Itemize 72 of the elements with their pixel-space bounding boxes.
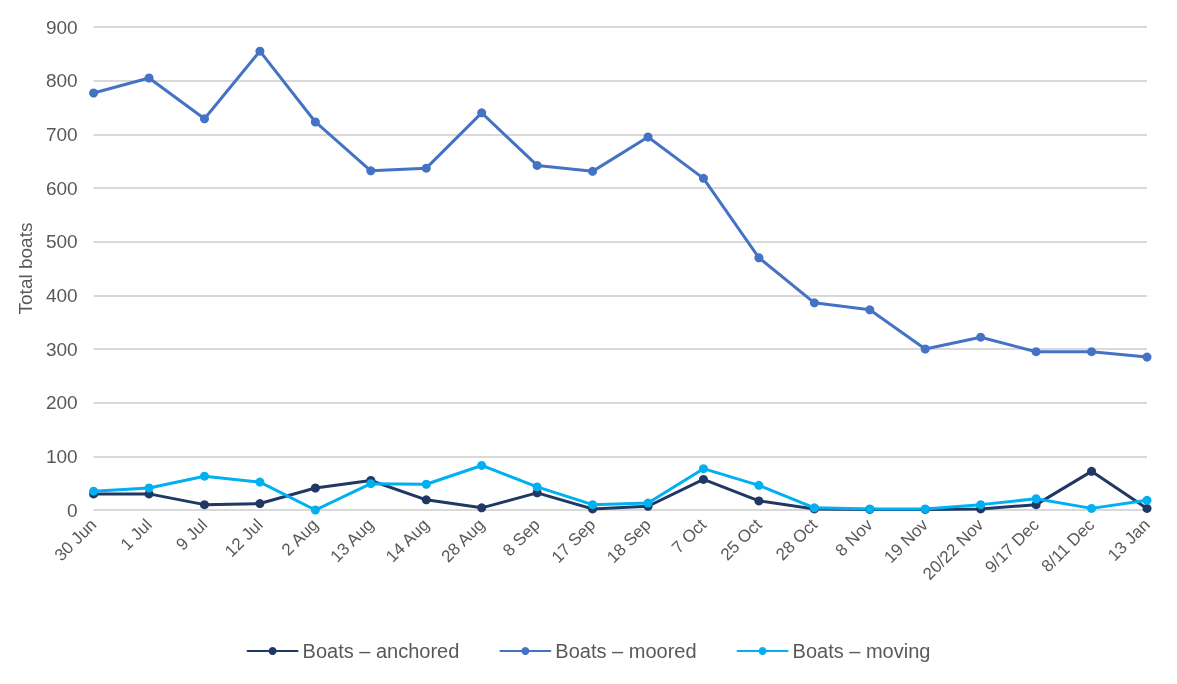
point <box>698 173 708 183</box>
x-tick-label: 14 Aug <box>382 515 433 567</box>
point <box>976 332 986 342</box>
point <box>310 117 320 127</box>
x-tick-label: 25 Oct <box>716 515 766 565</box>
point <box>754 480 764 490</box>
x-tick-label: 8 Nov <box>831 514 877 561</box>
point <box>199 114 209 124</box>
point <box>1031 494 1041 504</box>
point <box>310 483 320 493</box>
point <box>1087 466 1097 476</box>
legend-label: Boats – moored <box>555 640 697 662</box>
x-tick-label: 12 Jul <box>221 515 267 561</box>
y-tick-label: 200 <box>45 392 78 414</box>
x-tick-label: 18 Sep <box>603 515 655 567</box>
point <box>477 108 487 118</box>
y-tick-label: 100 <box>45 445 78 467</box>
point <box>643 132 653 142</box>
y-tick-label: 800 <box>45 70 78 92</box>
y-tick-label: 0 <box>67 499 78 521</box>
point <box>920 344 930 354</box>
y-tick-label: 700 <box>45 123 78 145</box>
point <box>532 160 542 170</box>
x-tick-label: 28 Aug <box>437 515 489 567</box>
point <box>698 474 708 484</box>
point <box>809 298 819 308</box>
point <box>1142 495 1152 505</box>
y-tick-label: 900 <box>45 16 78 38</box>
point <box>199 500 209 510</box>
point <box>421 479 431 489</box>
point <box>366 479 376 489</box>
point <box>588 166 598 176</box>
point <box>477 460 487 470</box>
point <box>588 500 598 510</box>
point <box>1087 347 1097 357</box>
x-tick-label: 8 Sep <box>499 515 544 561</box>
y-axis-title: Total boats <box>15 222 36 315</box>
point <box>976 500 986 510</box>
point <box>1031 347 1041 357</box>
y-tick-label: 400 <box>45 284 78 306</box>
x-tick-label: 2 Aug <box>277 515 323 560</box>
point <box>1142 352 1152 362</box>
point <box>1087 503 1097 513</box>
point <box>754 496 764 506</box>
point <box>421 495 431 505</box>
y-tick-label: 500 <box>45 231 78 253</box>
y-tick-label: 300 <box>45 338 78 360</box>
point <box>255 46 265 56</box>
x-tick-label: 9 Jul <box>172 515 212 555</box>
point <box>144 483 154 493</box>
point <box>255 477 265 487</box>
point <box>477 503 487 513</box>
point <box>255 499 265 509</box>
x-tick-label: 13 Aug <box>326 515 378 567</box>
x-tick-label: 28 Oct <box>772 515 822 565</box>
point <box>865 305 875 315</box>
y-tick-label: 600 <box>45 177 78 199</box>
x-tick-label: 1 Jul <box>116 515 156 555</box>
point <box>199 471 209 481</box>
point <box>366 166 376 176</box>
x-tick-label: 7 Oct <box>668 515 711 558</box>
point <box>698 464 708 474</box>
x-tick-label: 17 Sep <box>547 515 600 567</box>
point <box>754 253 764 263</box>
point <box>421 163 431 173</box>
point <box>532 482 542 492</box>
point <box>89 88 99 98</box>
point <box>144 73 154 83</box>
legend-label: Boats – anchored <box>302 640 460 662</box>
point <box>310 505 320 515</box>
x-tick-label: 13 Jan <box>1104 515 1154 565</box>
legend-label: Boats – moving <box>792 640 931 662</box>
